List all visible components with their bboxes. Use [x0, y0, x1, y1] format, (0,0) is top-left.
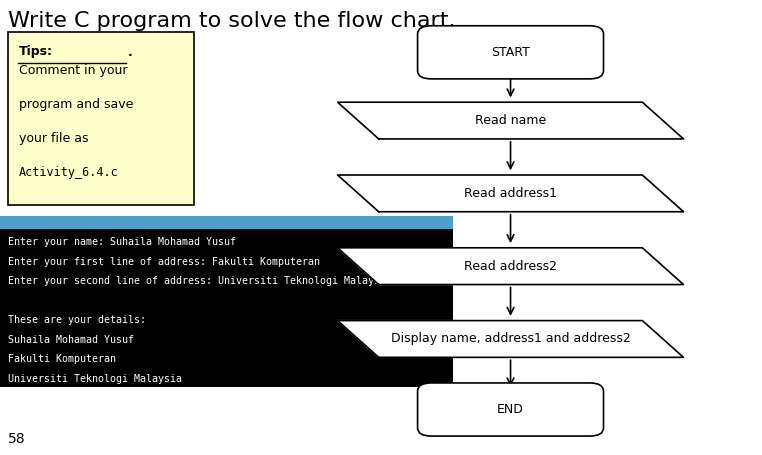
Text: 58: 58	[8, 432, 25, 446]
Text: Display name, address1 and address2: Display name, address1 and address2	[391, 333, 630, 345]
Text: Write C program to solve the flow chart.: Write C program to solve the flow chart.	[8, 11, 455, 31]
Text: Comment in your: Comment in your	[19, 64, 127, 77]
Text: Read name: Read name	[475, 114, 546, 127]
Polygon shape	[338, 175, 684, 212]
Text: END: END	[497, 403, 524, 416]
FancyBboxPatch shape	[0, 216, 453, 387]
Text: Tips:: Tips:	[19, 46, 53, 59]
Text: START: START	[491, 46, 530, 59]
FancyBboxPatch shape	[418, 26, 604, 79]
FancyBboxPatch shape	[8, 32, 194, 205]
FancyBboxPatch shape	[0, 216, 453, 229]
Text: program and save: program and save	[19, 98, 133, 111]
Polygon shape	[338, 321, 684, 357]
Text: Enter your name: Suhaila Mohamad Yusuf: Enter your name: Suhaila Mohamad Yusuf	[8, 237, 235, 247]
Text: Read address2: Read address2	[464, 260, 557, 273]
Text: Enter your first line of address: Fakulti Komputeran: Enter your first line of address: Fakult…	[8, 257, 319, 267]
Text: Enter your second line of address: Universiti Teknologi Malaysia: Enter your second line of address: Unive…	[8, 276, 392, 286]
Text: .: .	[128, 46, 133, 59]
Text: Suhaila Mohamad Yusuf: Suhaila Mohamad Yusuf	[8, 335, 133, 345]
Polygon shape	[338, 248, 684, 284]
FancyBboxPatch shape	[418, 383, 604, 436]
Text: Activity_6.4.c: Activity_6.4.c	[19, 166, 119, 179]
Text: These are your details:: These are your details:	[8, 315, 146, 325]
Polygon shape	[338, 102, 684, 139]
Text: Universiti Teknologi Malaysia: Universiti Teknologi Malaysia	[8, 374, 181, 384]
Text: Fakulti Komputeran: Fakulti Komputeran	[8, 354, 116, 364]
Text: your file as: your file as	[19, 132, 88, 145]
Text: Read address1: Read address1	[464, 187, 557, 200]
